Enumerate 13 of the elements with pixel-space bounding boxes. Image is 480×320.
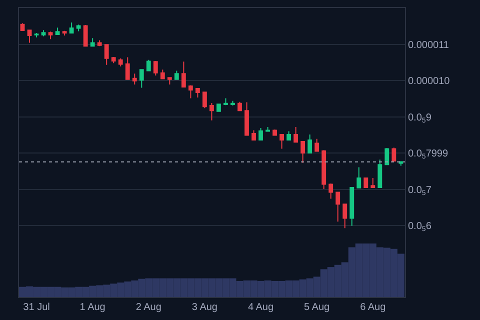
y-tick-label: 0.000011 [408, 40, 450, 51]
x-tick-label: 6 Aug [360, 302, 386, 313]
x-tick-label: 4 Aug [248, 302, 274, 313]
x-tick-label: 5 Aug [304, 302, 330, 313]
y-tick-label: 0.000010 [408, 76, 450, 88]
x-tick-label: 2 Aug [136, 302, 162, 313]
y-tick-label: 0.0$_{5}$6 [408, 221, 432, 234]
y-tick-label: 0.0$_{5}$7999 [408, 148, 448, 161]
y-tick-label: 0.0$_{5}$9 [408, 112, 432, 124]
y-tick-label: 0.0$_{5}$7 [408, 184, 432, 197]
x-tick-label: 1 Aug [80, 302, 106, 313]
x-tick-label: 31 Jul [23, 302, 50, 313]
x-tick-label: 3 Aug [192, 302, 218, 313]
